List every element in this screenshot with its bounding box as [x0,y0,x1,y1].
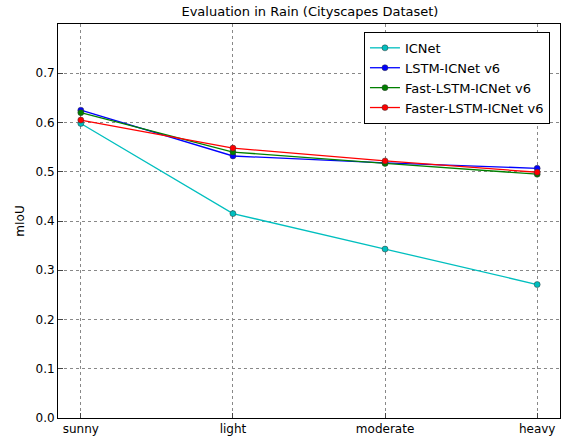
svg-text:0.4: 0.4 [36,214,55,228]
svg-text:sunny: sunny [63,422,99,436]
svg-text:0.6: 0.6 [36,116,55,130]
svg-text:moderate: moderate [356,422,414,436]
svg-text:Faster-LSTM-ICNet v6: Faster-LSTM-ICNet v6 [405,101,543,116]
svg-text:Fast-LSTM-ICNet v6: Fast-LSTM-ICNet v6 [405,81,531,96]
svg-text:0.2: 0.2 [36,313,55,327]
svg-text:0.5: 0.5 [36,165,55,179]
svg-text:heavy: heavy [519,422,556,436]
svg-text:Evaluation in Rain (Cityscapes: Evaluation in Rain (Cityscapes Dataset) [181,4,438,19]
svg-text:0.3: 0.3 [36,263,55,277]
svg-text:LSTM-ICNet v6: LSTM-ICNet v6 [405,61,500,76]
svg-text:0.1: 0.1 [36,362,55,376]
svg-text:0.7: 0.7 [36,66,55,80]
svg-text:0.0: 0.0 [36,411,55,425]
svg-text:mIoU: mIoU [13,205,27,236]
svg-text:ICNet: ICNet [405,41,441,56]
svg-text:light: light [220,422,247,436]
